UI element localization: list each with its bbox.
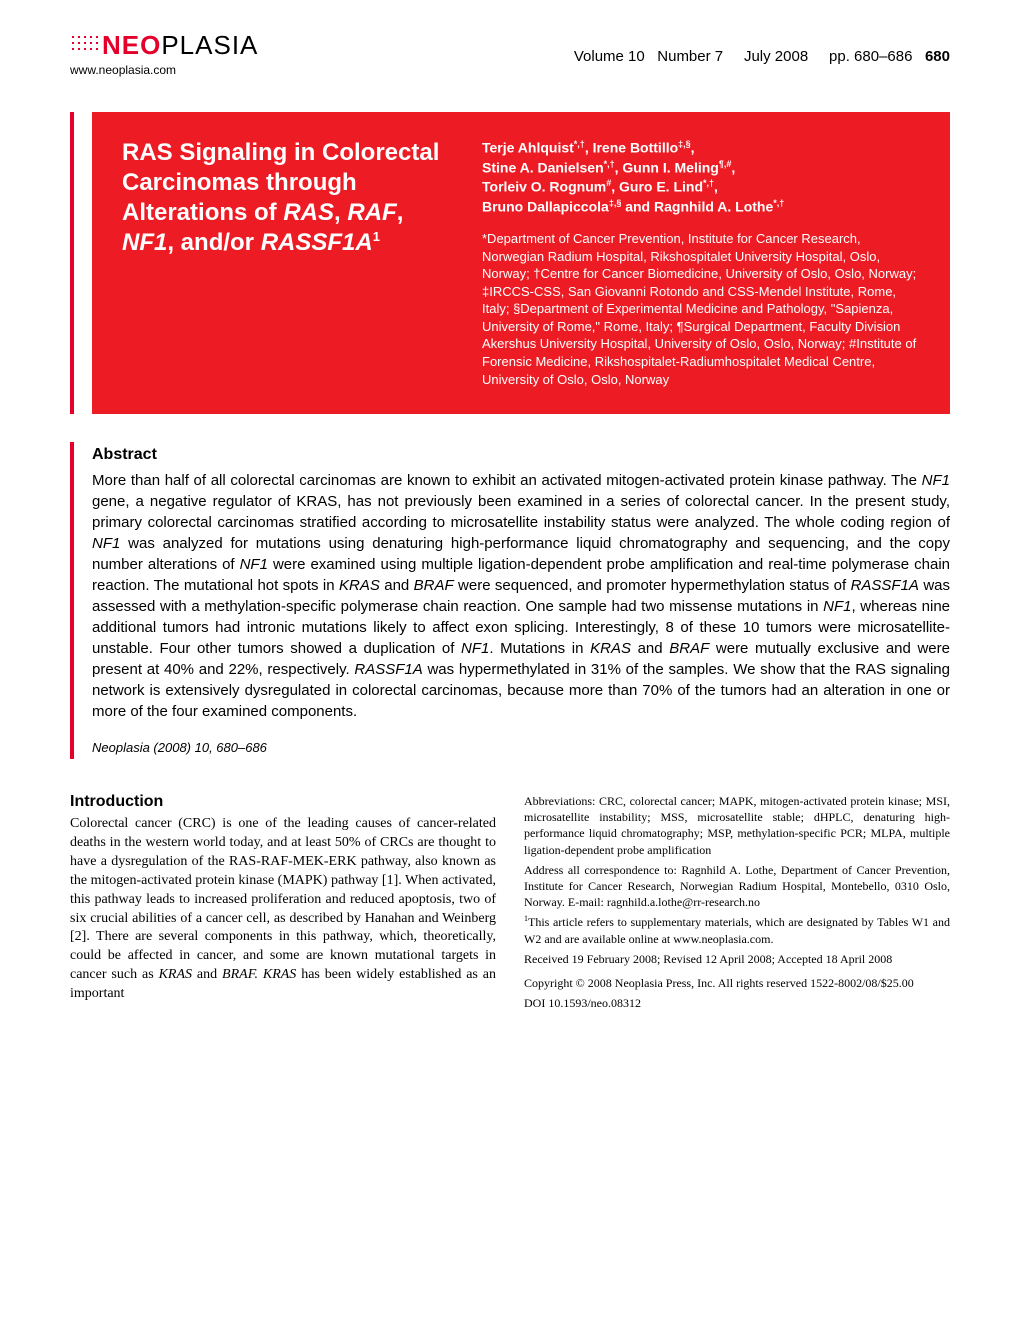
title-line-1: RAS Signaling in Colorectal — [122, 139, 439, 166]
title-gene-ras: RAS — [283, 199, 334, 226]
title-gene-raf: RAF — [347, 199, 396, 226]
body-columns: Introduction Colorectal cancer (CRC) is … — [70, 793, 950, 1015]
title-line-3c: , — [334, 199, 347, 226]
doi-line: DOI 10.1593/neo.08312 — [524, 995, 950, 1011]
title-line-4b: , and/or — [167, 229, 260, 256]
page-header: NEOPLASIA www.neoplasia.com Volume 10 Nu… — [0, 0, 1020, 87]
authors-column: Terje Ahlquist*,†, Irene Bottillo‡,§, St… — [482, 138, 920, 388]
journal-logo-block: NEOPLASIA www.neoplasia.com — [70, 30, 258, 77]
abstract-citation: Neoplasia (2008) 10, 680–686 — [92, 740, 950, 755]
page-number: 680 — [925, 48, 950, 65]
abstract-text: More than half of all colorectal carcino… — [92, 470, 950, 722]
volume: Volume 10 — [574, 48, 645, 65]
title-box: RAS Signaling in Colorectal Carcinomas t… — [92, 112, 950, 414]
article-title: RAS Signaling in Colorectal Carcinomas t… — [122, 138, 452, 258]
logo-text-black: PLASIA — [161, 30, 258, 61]
number: Number 7 — [657, 48, 723, 65]
issue-date: July 2008 — [744, 48, 808, 65]
title-line-3e: , — [397, 199, 404, 226]
journal-logo: NEOPLASIA — [70, 30, 258, 61]
title-gene-rassf1a: RASSF1A — [261, 229, 373, 256]
title-line-3a: Alterations of — [122, 199, 283, 226]
article-title-column: RAS Signaling in Colorectal Carcinomas t… — [122, 138, 452, 388]
logo-text-red: NEO — [102, 30, 161, 61]
manuscript-dates: Received 19 February 2008; Revised 12 Ap… — [524, 951, 950, 967]
abbreviations: Abbreviations: CRC, colorectal cancer; M… — [524, 793, 950, 858]
title-footnote-ref: 1 — [373, 229, 380, 244]
abstract-block: Abstract More than half of all colorecta… — [70, 442, 950, 759]
logo-dots-icon — [70, 34, 100, 54]
title-banner: RAS Signaling in Colorectal Carcinomas t… — [70, 112, 950, 414]
introduction-text: Colorectal cancer (CRC) is one of the le… — [70, 815, 496, 1004]
introduction-heading: Introduction — [70, 793, 496, 811]
issue-meta: Volume 10 Number 7 July 2008 pp. 680–686… — [574, 30, 950, 65]
abstract-heading: Abstract — [92, 446, 950, 464]
title-gene-nf1: NF1 — [122, 229, 167, 256]
right-column-footnotes: Abbreviations: CRC, colorectal cancer; M… — [524, 793, 950, 1015]
page-range: pp. 680–686 — [829, 48, 912, 65]
journal-url: www.neoplasia.com — [70, 63, 258, 77]
copyright-line: Copyright © 2008 Neoplasia Press, Inc. A… — [524, 975, 950, 991]
author-list: Terje Ahlquist*,†, Irene Bottillo‡,§, St… — [482, 138, 920, 216]
title-line-2: Carcinomas through — [122, 169, 357, 196]
left-column: Introduction Colorectal cancer (CRC) is … — [70, 793, 496, 1015]
affiliations: *Department of Cancer Prevention, Instit… — [482, 230, 920, 388]
supplementary-note: 1This article refers to supplementary ma… — [524, 914, 950, 946]
correspondence: Address all correspondence to: Ragnhild … — [524, 862, 950, 911]
